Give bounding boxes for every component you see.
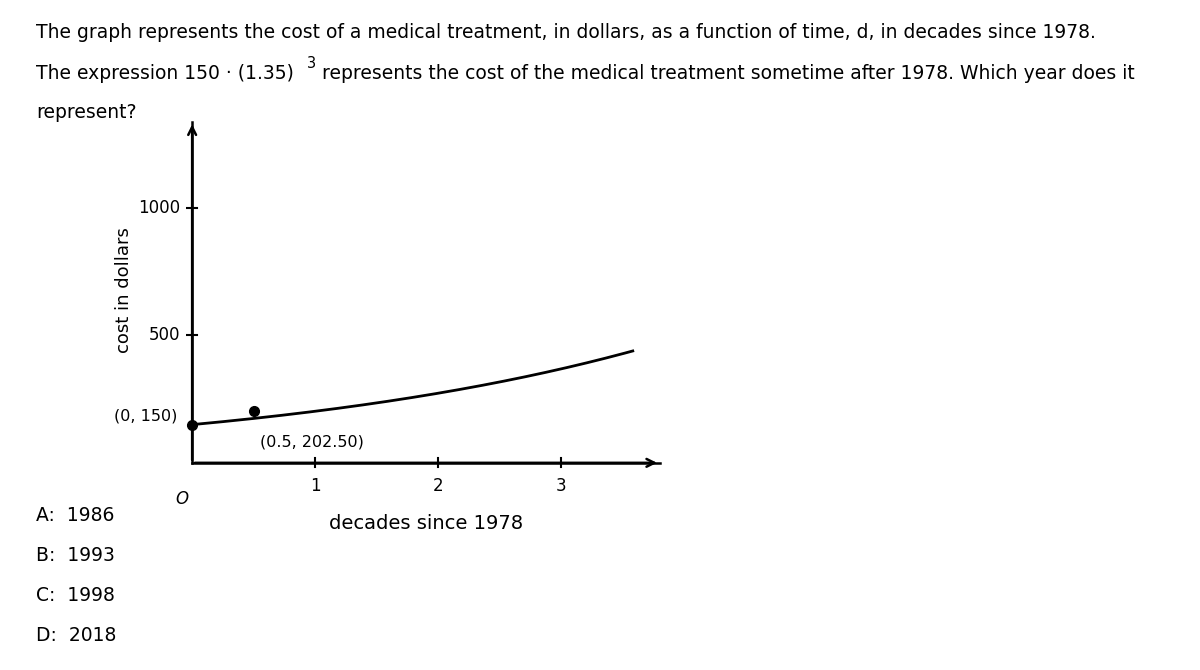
Text: represent?: represent?	[36, 103, 137, 121]
Text: (0, 150): (0, 150)	[114, 408, 178, 423]
Text: 3: 3	[556, 477, 566, 495]
Text: B:  1993: B: 1993	[36, 546, 115, 565]
Text: O: O	[175, 490, 188, 508]
Text: 3: 3	[306, 56, 316, 70]
Text: represents the cost of the medical treatment sometime after 1978. Which year doe: represents the cost of the medical treat…	[316, 64, 1135, 82]
Text: (0.5, 202.50): (0.5, 202.50)	[260, 434, 364, 449]
Text: 1: 1	[310, 477, 320, 495]
Text: cost in dollars: cost in dollars	[115, 226, 133, 352]
Text: 1000: 1000	[138, 199, 180, 217]
Text: decades since 1978: decades since 1978	[329, 514, 523, 533]
Text: The expression 150 · (1.35): The expression 150 · (1.35)	[36, 64, 294, 82]
Text: 500: 500	[149, 326, 180, 344]
Text: The graph represents the cost of a medical treatment, in dollars, as a function : The graph represents the cost of a medic…	[36, 23, 1096, 42]
Text: C:  1998: C: 1998	[36, 586, 115, 605]
Text: 2: 2	[433, 477, 444, 495]
Text: A:  1986: A: 1986	[36, 506, 114, 525]
Text: D:  2018: D: 2018	[36, 626, 116, 645]
